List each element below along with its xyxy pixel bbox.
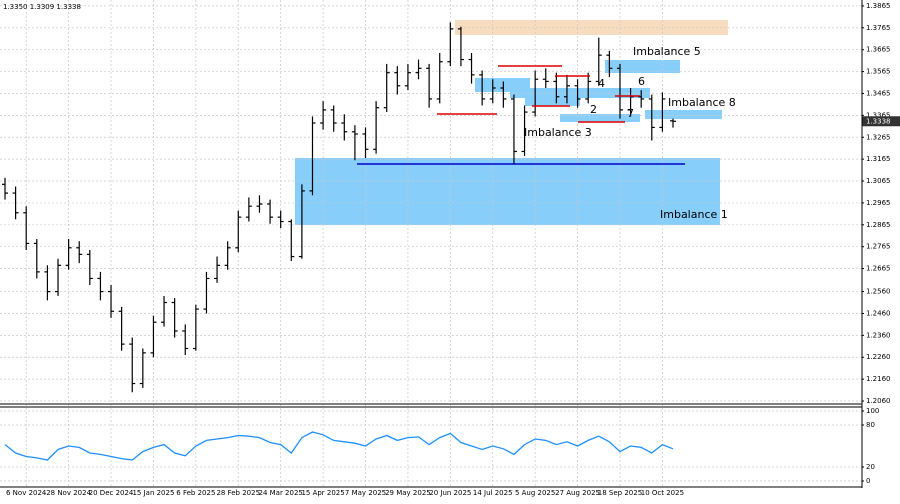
y-tick-label: 100: [866, 407, 879, 415]
y-tick-label: 0: [866, 477, 870, 485]
y-tick-label: 1.3065: [866, 177, 891, 185]
x-tick-label: 14 Jul 2025: [473, 489, 513, 497]
y-tick-label: 1.2865: [866, 221, 891, 229]
imbalance-zone: [510, 88, 650, 98]
y-tick-label: 1.2260: [866, 353, 891, 361]
annotation: Imbalance 3: [524, 126, 592, 139]
x-tick-label: 15 Jan 2025: [132, 489, 174, 497]
x-tick-label: 15 Apr 2025: [301, 489, 344, 497]
x-tick-label: 5 Aug 2025: [515, 489, 555, 497]
x-tick-label: 18 Sep 2025: [598, 489, 642, 497]
y-tick-label: 1.2965: [866, 199, 891, 207]
quote: 1.3350 1.3309 1.3338: [3, 3, 81, 11]
y-tick-label: 1.3265: [866, 133, 891, 141]
last-price-box: [862, 116, 900, 127]
last-price-label: 1.3338: [866, 117, 891, 125]
rsi-line: [4, 431, 674, 461]
y-tick-label: 1.2160: [866, 375, 891, 383]
y-tick-label: 1.2665: [866, 265, 891, 273]
x-tick-label: 24 Mar 2025: [258, 489, 302, 497]
imbalance-zone: [605, 60, 680, 73]
annotation: 2: [590, 103, 597, 116]
x-tick-label: 28 Feb 2025: [216, 489, 260, 497]
imbalance-zone: [525, 96, 580, 106]
x-tick-label: 27 Aug 2025: [555, 489, 600, 497]
y-tick-label: 1.3365: [866, 111, 891, 119]
y-tick-label: 1.2460: [866, 309, 891, 317]
x-tick-label: 20 Jun 2025: [429, 489, 471, 497]
x-tick-label: 28 Nov 2024: [46, 489, 91, 497]
x-tick-label: 6 Nov 2024: [6, 489, 47, 497]
annotation: 6: [638, 75, 645, 88]
imbalance-zone: [560, 114, 640, 122]
x-tick-label: 29 May 2025: [385, 489, 431, 497]
x-tick-label: 7 May 2025: [345, 489, 386, 497]
x-tick-label: 10 Oct 2025: [641, 489, 684, 497]
y-tick-label: 1.2360: [866, 331, 891, 339]
y-tick-label: 80: [866, 421, 875, 429]
annotation: Imbalance 8: [668, 96, 736, 109]
imbalance-zone: [645, 110, 722, 119]
y-tick-label: 20: [866, 463, 875, 471]
y-tick-label: 1.3865: [866, 2, 891, 10]
x-tick-label: 20 Dec 2024: [89, 489, 134, 497]
x-tick-label: 6 Feb 2025: [176, 489, 215, 497]
y-tick-label: 1.2765: [866, 243, 891, 251]
annotation: Imbalance 1: [660, 208, 728, 221]
y-tick-label: 1.3165: [866, 155, 891, 163]
bars: [2, 22, 676, 461]
annotation: 7: [627, 107, 634, 120]
overlays: 1.3865 1.3765 1.3665 1.3565 1.3465 1.3365 1.32…: [6, 2, 900, 497]
y-tick-label: 1.3765: [866, 24, 891, 32]
imbalance-zone: [295, 158, 720, 225]
annotation: 4: [598, 77, 605, 90]
annotation: Imbalance 5: [633, 45, 701, 58]
imbalance-zone: [455, 20, 728, 35]
y-tick-label: 1.3565: [866, 68, 891, 76]
y-tick-label: 1.2560: [866, 288, 891, 296]
y-tick-label: 1.3665: [866, 46, 891, 54]
y-tick-label: 1.3465: [866, 89, 891, 97]
y-tick-label: 1.2060: [866, 397, 891, 405]
